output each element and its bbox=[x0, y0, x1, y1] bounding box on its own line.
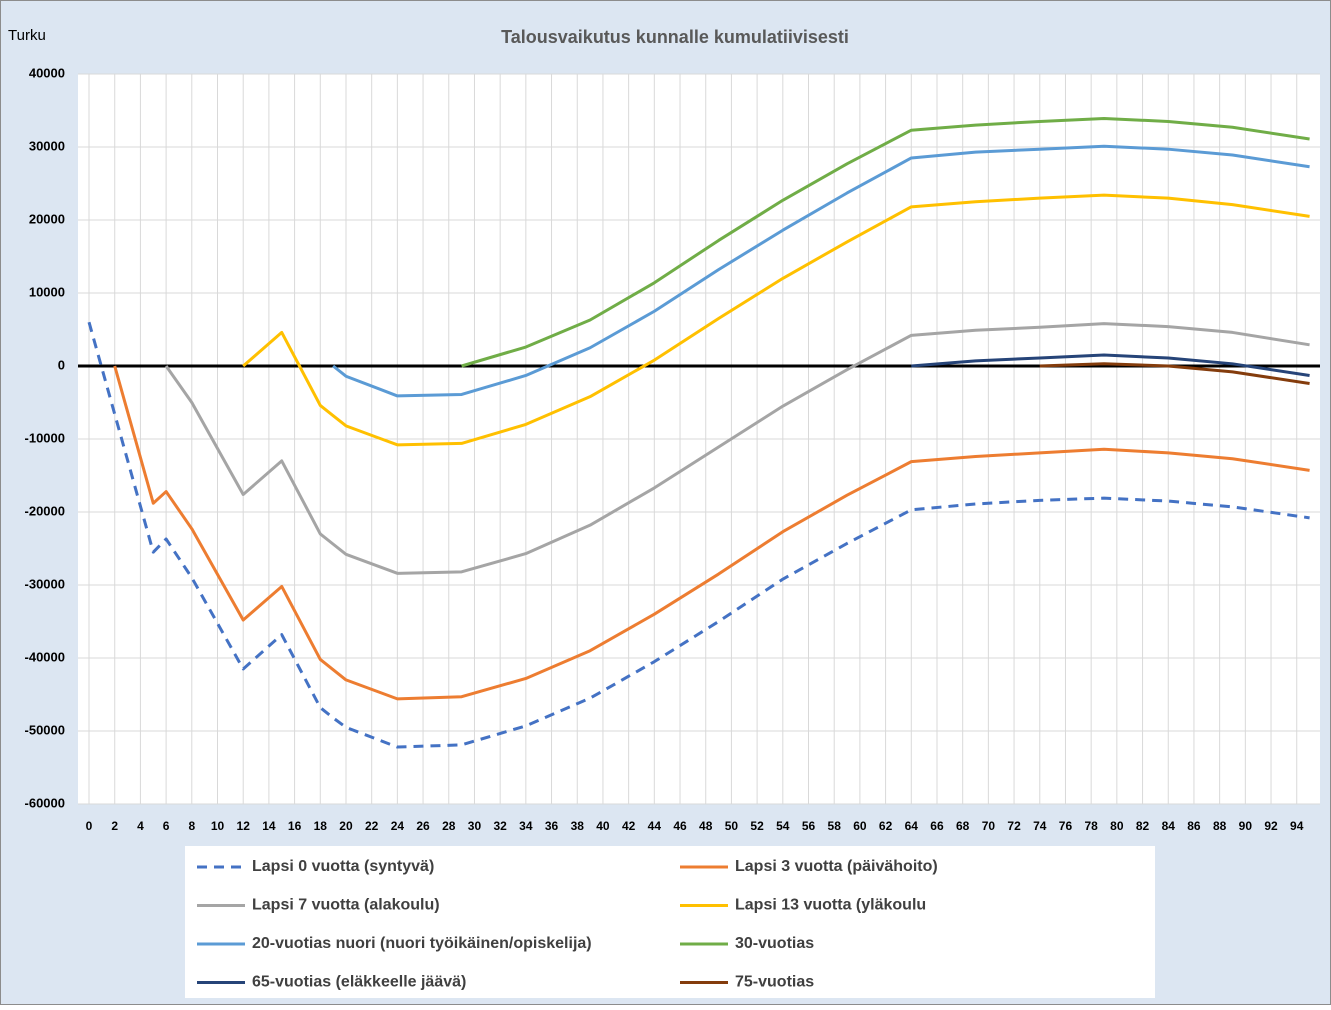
x-tick-label: 18 bbox=[314, 819, 328, 833]
legend-label: 75-vuotias bbox=[735, 974, 814, 991]
x-tick-label: 88 bbox=[1213, 819, 1227, 833]
legend-label: Lapsi 7 vuotta (alakoulu) bbox=[252, 897, 440, 914]
x-tick-label: 12 bbox=[237, 819, 251, 833]
legend-label: 30-vuotias bbox=[735, 935, 814, 952]
x-tick-label: 2 bbox=[111, 819, 118, 833]
y-tick-label: 40000 bbox=[29, 65, 65, 80]
y-tick-label: -40000 bbox=[25, 649, 65, 664]
x-tick-label: 64 bbox=[905, 819, 919, 833]
x-tick-label: 14 bbox=[262, 819, 276, 833]
x-tick-label: 30 bbox=[468, 819, 482, 833]
series-line bbox=[911, 353, 1310, 377]
y-tick-label: 10000 bbox=[29, 284, 65, 299]
y-tick-label: -10000 bbox=[25, 430, 65, 445]
chart-subtitle: Turku bbox=[8, 27, 46, 44]
x-tick-label: 84 bbox=[1162, 819, 1176, 833]
x-tick-label: 32 bbox=[493, 819, 507, 833]
x-tick-label: 34 bbox=[519, 819, 533, 833]
x-tick-label: 36 bbox=[545, 819, 559, 833]
x-tick-label: 80 bbox=[1110, 819, 1124, 833]
x-tick-label: 42 bbox=[622, 819, 636, 833]
x-tick-label: 92 bbox=[1264, 819, 1278, 833]
x-tick-label: 60 bbox=[853, 819, 867, 833]
x-tick-label: 70 bbox=[982, 819, 996, 833]
x-tick-label: 28 bbox=[442, 819, 456, 833]
y-tick-label: 0 bbox=[58, 357, 65, 372]
x-tick-label: 52 bbox=[750, 819, 764, 833]
legend-label: Lapsi 13 vuotta (yläkoulu bbox=[735, 897, 926, 914]
legend-label: 20-vuotias nuori (nuori työikäinen/opisk… bbox=[252, 935, 592, 952]
series-line bbox=[113, 365, 1310, 701]
x-tick-label: 74 bbox=[1033, 819, 1047, 833]
legend-label: 65-vuotias (eläkkeelle jäävä) bbox=[252, 974, 466, 991]
y-tick-label: -20000 bbox=[25, 503, 65, 518]
series-line bbox=[332, 144, 1310, 398]
legend-box bbox=[185, 846, 1155, 998]
series-line bbox=[242, 193, 1310, 447]
x-tick-label: 16 bbox=[288, 819, 302, 833]
x-tick-label: 56 bbox=[802, 819, 816, 833]
y-tick-label: -60000 bbox=[25, 795, 65, 810]
x-tick-label: 40 bbox=[596, 819, 610, 833]
y-tick-label: 20000 bbox=[29, 211, 65, 226]
x-tick-label: 94 bbox=[1290, 819, 1304, 833]
x-tick-label: 46 bbox=[673, 819, 687, 833]
x-tick-label: 78 bbox=[1084, 819, 1098, 833]
x-tick-label: 72 bbox=[1007, 819, 1021, 833]
x-tick-label: 58 bbox=[828, 819, 842, 833]
x-tick-label: 6 bbox=[163, 819, 170, 833]
x-tick-label: 86 bbox=[1187, 819, 1201, 833]
x-tick-label: 44 bbox=[648, 819, 662, 833]
x-tick-label: 20 bbox=[339, 819, 353, 833]
series-line bbox=[164, 322, 1310, 575]
x-tick-label: 66 bbox=[930, 819, 944, 833]
x-tick-label: 50 bbox=[725, 819, 739, 833]
x-tick-label: 68 bbox=[956, 819, 970, 833]
x-tick-label: 62 bbox=[879, 819, 893, 833]
x-tick-label: 82 bbox=[1136, 819, 1150, 833]
series-line bbox=[461, 117, 1310, 368]
x-tick-label: 38 bbox=[571, 819, 585, 833]
x-tick-label: 24 bbox=[391, 819, 405, 833]
x-tick-label: 0 bbox=[86, 819, 93, 833]
chart-title: Talousvaikutus kunnalle kumulatiivisesti bbox=[501, 27, 849, 47]
y-tick-label: -50000 bbox=[25, 722, 65, 737]
x-tick-label: 48 bbox=[699, 819, 713, 833]
x-tick-label: 22 bbox=[365, 819, 379, 833]
x-tick-label: 76 bbox=[1059, 819, 1073, 833]
legend-label: Lapsi 3 vuotta (päivähoito) bbox=[735, 858, 938, 875]
series-line bbox=[1039, 362, 1310, 386]
y-tick-label: 30000 bbox=[29, 138, 65, 153]
x-tick-label: 90 bbox=[1239, 819, 1253, 833]
x-tick-label: 26 bbox=[416, 819, 430, 833]
x-tick-label: 4 bbox=[137, 819, 144, 833]
y-tick-label: -30000 bbox=[25, 576, 65, 591]
series-line bbox=[87, 321, 1310, 749]
x-tick-label: 10 bbox=[211, 819, 225, 833]
legend-label: Lapsi 0 vuotta (syntyvä) bbox=[252, 858, 434, 875]
x-tick-label: 54 bbox=[776, 819, 790, 833]
x-tick-label: 8 bbox=[188, 819, 195, 833]
